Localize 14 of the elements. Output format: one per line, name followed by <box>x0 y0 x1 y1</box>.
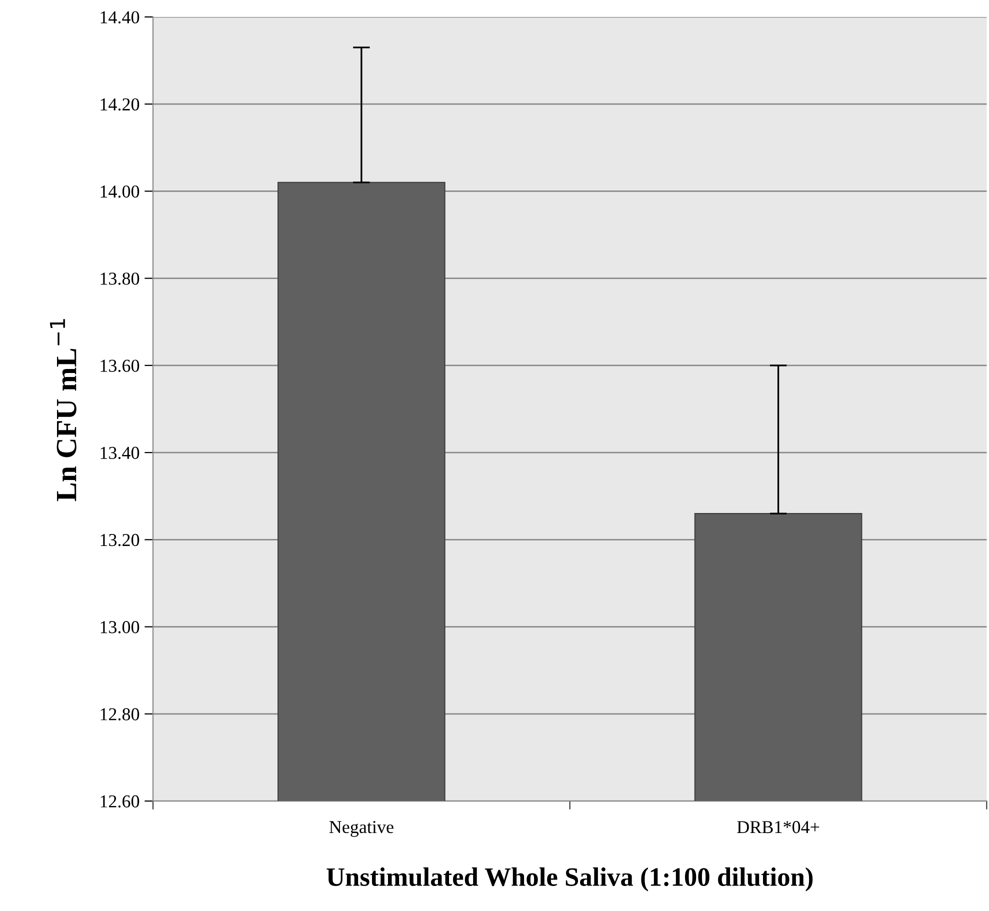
x-tick-label: DRB1*04+ <box>737 821 820 834</box>
y-tick-label: 13.00 <box>100 621 140 634</box>
y-tick-label: 12.80 <box>100 708 140 720</box>
x-axis-title: Unstimulated Whole Saliva (1:100 dilution) <box>326 867 813 892</box>
y-tick-label: 14.40 <box>100 11 140 24</box>
y-tick-label: 13.20 <box>100 534 140 546</box>
y-tick-label: 13.40 <box>100 446 140 460</box>
y-tick-label: 14.20 <box>100 98 140 111</box>
y-tick-label: 14.00 <box>100 185 140 198</box>
y-tick-label: 13.80 <box>100 272 140 285</box>
y-tick-label: 13.60 <box>100 360 140 372</box>
y-axis-title: Ln CFU mL$^{−1}$ <box>50 319 76 502</box>
x-tick-label: Negative <box>329 821 394 837</box>
y-tick-label: 12.60 <box>100 795 140 808</box>
